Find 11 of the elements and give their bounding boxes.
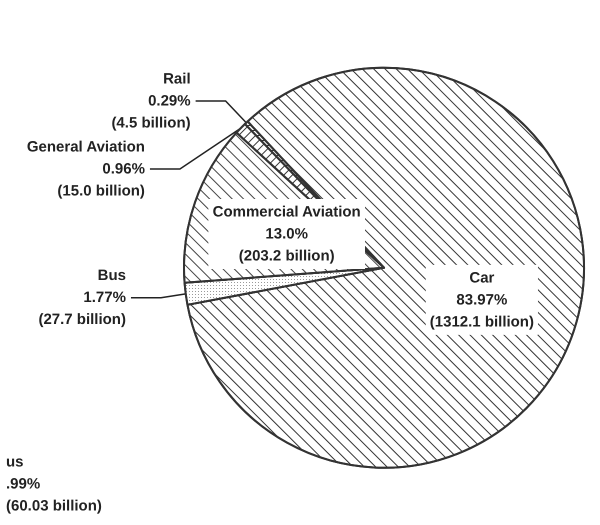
slice-label: Bus bbox=[98, 267, 126, 284]
slice-label: Commercial Aviation bbox=[212, 204, 361, 221]
data-label: 13.0% (203.2 billion) bbox=[238, 226, 335, 265]
slice-label: Rail bbox=[163, 70, 191, 88]
data-label: 1.77% (27.7 billion) bbox=[38, 289, 126, 328]
data-label: 0.96% (15.0 billion) bbox=[57, 160, 145, 200]
slice-label: Car bbox=[469, 269, 495, 286]
data-label: 83.97% (1312.1 billion) bbox=[430, 291, 534, 330]
slice-label: General Aviation bbox=[26, 138, 145, 156]
data-label: 0.29% (4.5 billion) bbox=[111, 92, 191, 132]
text: us .99% (60.03 billion) bbox=[6, 454, 102, 514]
